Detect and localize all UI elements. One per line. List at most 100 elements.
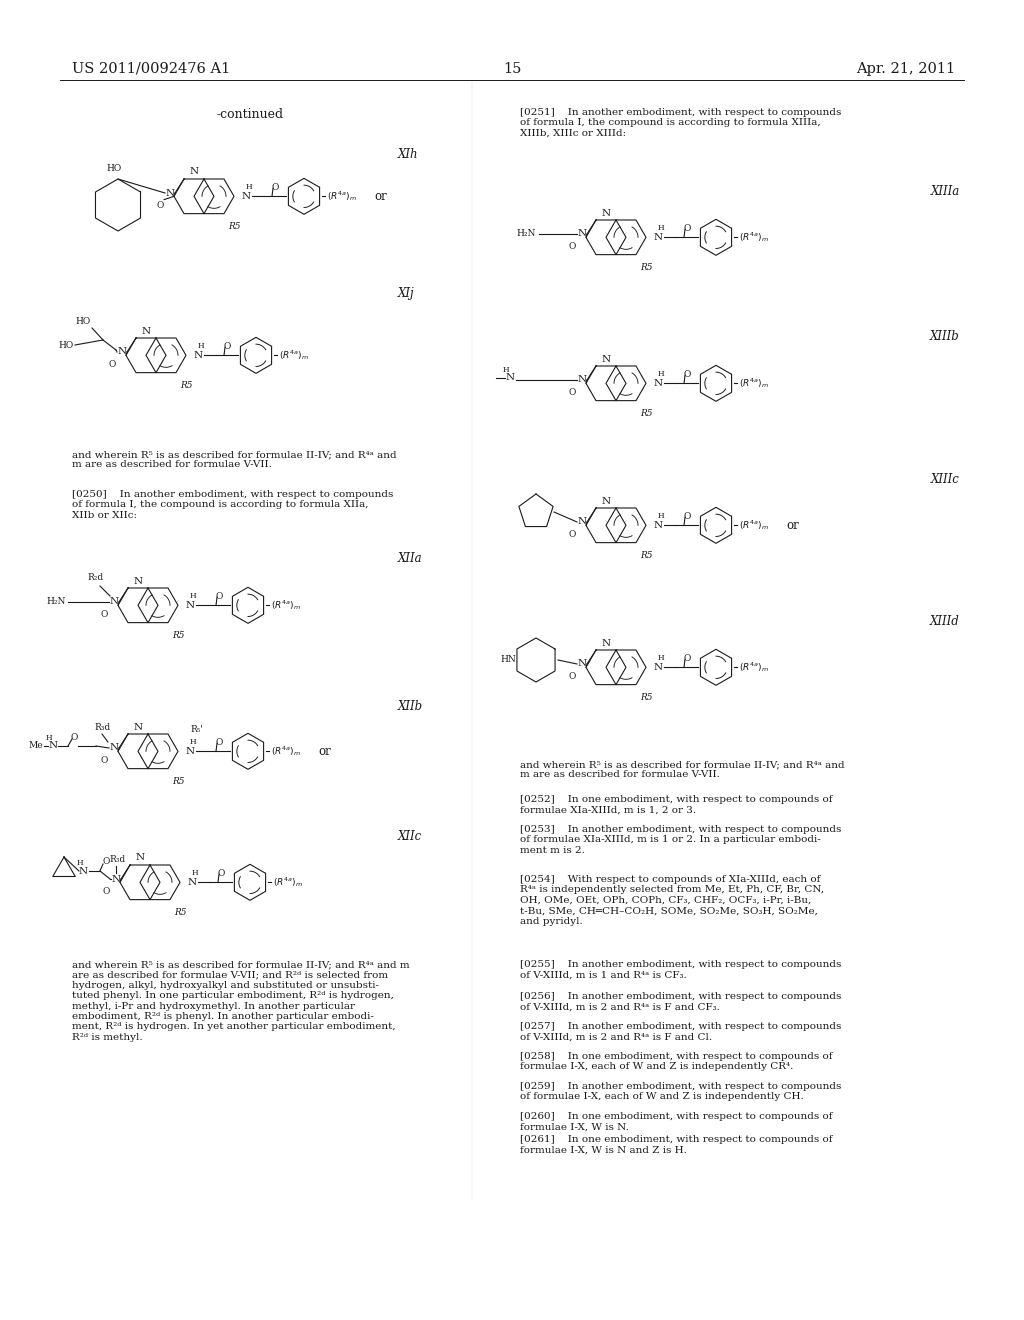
Text: O: O xyxy=(109,360,116,370)
Text: XIIId: XIIId xyxy=(930,615,961,628)
Text: [0260]    In one embodiment, with respect to compounds of
formulae I-X, W is N.: [0260] In one embodiment, with respect t… xyxy=(520,1111,833,1131)
Text: H: H xyxy=(657,371,665,379)
Text: N: N xyxy=(601,496,610,506)
Text: H: H xyxy=(189,738,197,746)
Text: $(R^{4a})_m$: $(R^{4a})_m$ xyxy=(739,660,769,675)
Text: R5: R5 xyxy=(180,380,193,389)
Text: HO: HO xyxy=(76,318,91,326)
Text: R5: R5 xyxy=(640,263,652,272)
Text: [0250]    In another embodiment, with respect to compounds
of formula I, the com: [0250] In another embodiment, with respe… xyxy=(72,490,393,520)
Text: N: N xyxy=(601,639,610,648)
Text: N: N xyxy=(653,232,663,242)
Text: [0254]    With respect to compounds of XIa-XIIId, each of
R⁴ᵃ is independently s: [0254] With respect to compounds of XIa-… xyxy=(520,875,824,925)
Text: R5: R5 xyxy=(640,693,652,702)
Text: O: O xyxy=(217,869,224,878)
Text: H: H xyxy=(657,224,665,232)
Text: R5: R5 xyxy=(640,409,652,417)
Text: R₅': R₅' xyxy=(190,726,203,734)
Text: R₂d: R₂d xyxy=(88,573,104,582)
Text: $(R^{4a})_m$: $(R^{4a})_m$ xyxy=(739,519,769,532)
Text: [0261]    In one embodiment, with respect to compounds of
formulae I-X, W is N a: [0261] In one embodiment, with respect t… xyxy=(520,1135,833,1155)
Text: HN: HN xyxy=(500,656,516,664)
Text: [0256]    In another embodiment, with respect to compounds
of V-XIIId, m is 2 an: [0256] In another embodiment, with respe… xyxy=(520,993,842,1011)
Text: O: O xyxy=(568,242,575,251)
Text: XIIIa: XIIIa xyxy=(931,185,961,198)
Text: N: N xyxy=(133,577,142,586)
Text: 15: 15 xyxy=(503,62,521,77)
Text: Me: Me xyxy=(29,742,43,751)
Text: N: N xyxy=(133,722,142,731)
Text: N: N xyxy=(601,209,610,218)
Text: H: H xyxy=(191,870,199,878)
Text: R5: R5 xyxy=(227,222,241,231)
Text: O: O xyxy=(215,738,222,747)
Text: O: O xyxy=(102,887,110,896)
Text: O: O xyxy=(683,224,690,232)
Text: XIh: XIh xyxy=(398,148,419,161)
Text: $(R^{4a})_m$: $(R^{4a})_m$ xyxy=(271,744,301,758)
Text: $(R^{4a})_m$: $(R^{4a})_m$ xyxy=(739,376,769,391)
Text: $(R^{4a})_m$: $(R^{4a})_m$ xyxy=(279,348,309,362)
Text: N: N xyxy=(653,663,663,672)
Text: R5: R5 xyxy=(172,631,184,640)
Text: O: O xyxy=(215,591,222,601)
Text: O: O xyxy=(102,858,110,866)
Text: N: N xyxy=(185,601,195,610)
Text: or: or xyxy=(318,744,331,758)
Text: O: O xyxy=(568,388,575,397)
Text: $(R^{4a})_m$: $(R^{4a})_m$ xyxy=(739,231,769,244)
Text: O: O xyxy=(71,733,78,742)
Text: [0258]    In one embodiment, with respect to compounds of
formulae I-X, each of : [0258] In one embodiment, with respect t… xyxy=(520,1052,833,1072)
Text: [0252]    In one embodiment, with respect to compounds of
formulae XIa-XIIId, m : [0252] In one embodiment, with respect t… xyxy=(520,795,833,814)
Text: XIj: XIj xyxy=(398,286,415,300)
Text: N: N xyxy=(653,379,663,388)
Text: N: N xyxy=(578,375,587,384)
Text: -continued: -continued xyxy=(216,108,284,121)
Text: R₃d: R₃d xyxy=(95,723,111,733)
Text: N: N xyxy=(141,326,151,335)
Text: N: N xyxy=(166,189,174,198)
Text: $(R^{4a})_m$: $(R^{4a})_m$ xyxy=(273,875,303,890)
Text: R5: R5 xyxy=(174,908,186,916)
Text: HO: HO xyxy=(58,341,74,350)
Text: N: N xyxy=(110,743,119,752)
Text: HO: HO xyxy=(106,164,122,173)
Text: N: N xyxy=(194,351,203,360)
Text: H: H xyxy=(198,342,205,350)
Text: O: O xyxy=(157,201,164,210)
Text: and wherein R⁵ is as described for formulae II-IV; and R⁴ᵃ and
m are as describe: and wherein R⁵ is as described for formu… xyxy=(520,760,845,779)
Text: H: H xyxy=(189,593,197,601)
Text: N: N xyxy=(110,598,119,606)
Text: O: O xyxy=(100,756,108,766)
Text: H: H xyxy=(46,734,52,742)
Text: N: N xyxy=(242,191,251,201)
Text: and wherein R⁵ is as described for formulae II-IV; and R⁴ᵃ and m
are as describe: and wherein R⁵ is as described for formu… xyxy=(72,960,410,1041)
Text: O: O xyxy=(223,342,230,351)
Text: R5: R5 xyxy=(172,776,184,785)
Text: N: N xyxy=(653,521,663,529)
Text: N: N xyxy=(506,374,515,383)
Text: N: N xyxy=(578,660,587,668)
Text: O: O xyxy=(271,183,279,191)
Text: N: N xyxy=(578,517,587,527)
Text: N: N xyxy=(135,854,144,862)
Text: H₂N: H₂N xyxy=(46,598,66,606)
Text: or: or xyxy=(786,519,799,532)
Text: XIIa: XIIa xyxy=(398,552,423,565)
Text: US 2011/0092476 A1: US 2011/0092476 A1 xyxy=(72,62,230,77)
Text: H: H xyxy=(246,183,252,191)
Text: O: O xyxy=(100,610,108,619)
Text: [0255]    In another embodiment, with respect to compounds
of V-XIIId, m is 1 an: [0255] In another embodiment, with respe… xyxy=(520,960,842,979)
Text: Apr. 21, 2011: Apr. 21, 2011 xyxy=(856,62,955,77)
Text: H: H xyxy=(657,655,665,663)
Text: XIIb: XIIb xyxy=(398,700,423,713)
Text: R5: R5 xyxy=(640,550,652,560)
Text: O: O xyxy=(683,512,690,521)
Text: $(R^{4a})_m$: $(R^{4a})_m$ xyxy=(327,189,357,203)
Text: N: N xyxy=(185,747,195,756)
Text: H₂N: H₂N xyxy=(516,230,536,239)
Text: H: H xyxy=(503,366,509,374)
Text: $(R^{4a})_m$: $(R^{4a})_m$ xyxy=(271,598,301,612)
Text: N: N xyxy=(189,168,199,177)
Text: O: O xyxy=(683,653,690,663)
